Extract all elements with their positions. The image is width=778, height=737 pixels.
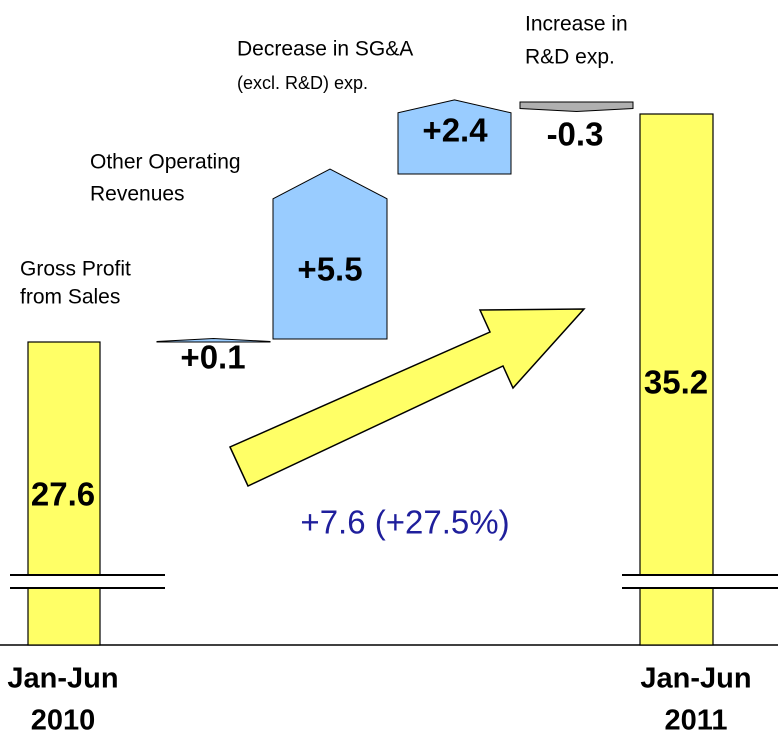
category-label: Jan-Jun <box>640 663 751 695</box>
category-label: Increase in <box>525 13 628 36</box>
category-label: from Sales <box>20 286 120 309</box>
value-label: +2.4 <box>422 112 488 149</box>
change-bar <box>156 337 271 343</box>
category-label: 2011 <box>665 705 728 737</box>
category-label: Jan-Jun <box>7 663 118 695</box>
value-label: +0.1 <box>180 339 245 376</box>
category-label: Decrease in SG&A <box>237 38 413 61</box>
change-bar <box>272 168 388 340</box>
value-label: +5.5 <box>297 251 362 288</box>
value-label: -0.3 <box>547 116 604 153</box>
category-label: Other Operating <box>90 151 241 174</box>
value-label: 27.6 <box>31 476 95 513</box>
category-label: R&D exp. <box>525 46 615 69</box>
annotation: +7.6 (+27.5%) <box>300 504 509 541</box>
category-label: (excl. R&D) exp. <box>237 73 368 93</box>
value-label: 35.2 <box>644 364 708 401</box>
growth-arrow <box>228 308 586 488</box>
category-label: Gross Profit <box>20 258 131 281</box>
category-label: Revenues <box>90 183 185 206</box>
axis-break-gap <box>622 575 735 588</box>
total-bar <box>639 113 714 646</box>
category-label: 2010 <box>31 705 96 737</box>
change-bar <box>519 101 634 113</box>
change-bar <box>397 99 512 175</box>
total-bar <box>27 341 101 646</box>
axis-break-gap <box>10 575 122 588</box>
